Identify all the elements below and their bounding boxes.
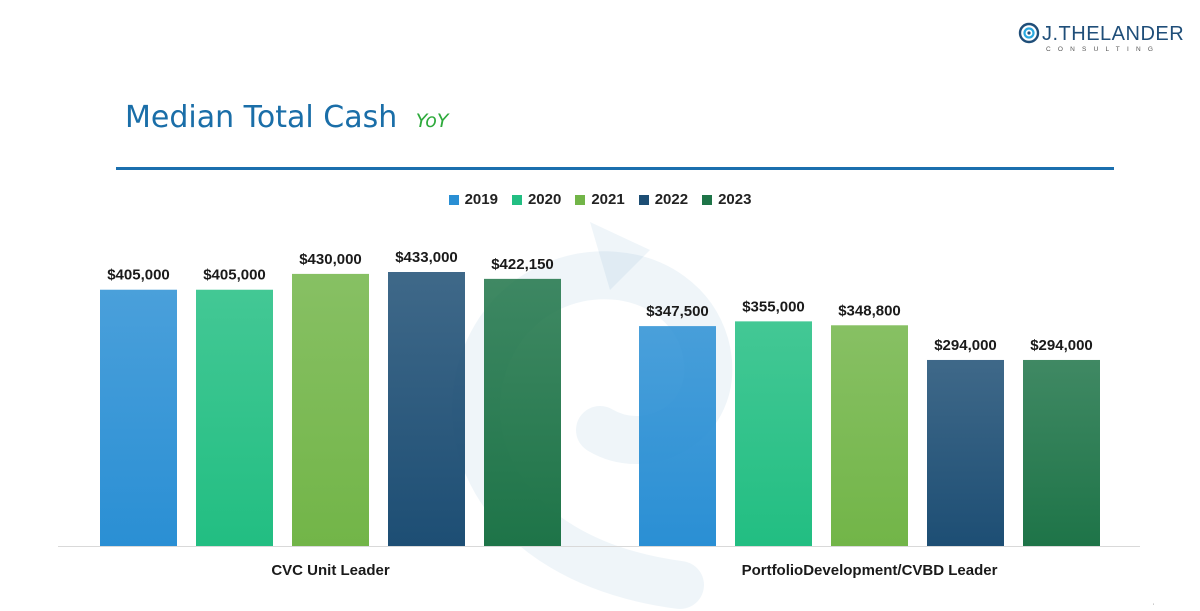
bar-2019-group-1 [100, 289, 177, 546]
legend-item-2023: 2023 [702, 191, 751, 208]
legend-label-2019: 2019 [464, 191, 498, 208]
brand-logo: J.THELANDER CONSULTING [1018, 20, 1184, 56]
data-label-2022-group-1: $433,000 [395, 249, 458, 266]
category-label-2: PortfolioDevelopment/CVBD Leader [742, 562, 998, 579]
legend-label-2022: 2022 [654, 191, 689, 208]
swirl-logo-icon [1018, 22, 1040, 44]
legend-label-2023: 2023 [718, 191, 752, 208]
bar-2020-group-2 [735, 321, 812, 546]
page-marker: ' [1152, 604, 1154, 610]
legend-item-2020: 2020 [511, 191, 562, 208]
data-label-2019-group-2: $347,500 [646, 303, 709, 320]
slide-title: Median Total Cash YoY [125, 100, 448, 135]
data-label-2023-group-2: $294,000 [1030, 337, 1093, 354]
legend-swatch-2021 [575, 194, 586, 205]
data-label-2021-group-2: $348,800 [838, 302, 901, 319]
page-subtitle: YoY [415, 110, 449, 132]
data-label-2019-group-1: $405,000 [107, 267, 170, 284]
bar-2019-group-2 [639, 326, 716, 546]
data-label-2023-group-1: $422,150 [491, 256, 554, 273]
legend-label-2021: 2021 [591, 191, 625, 208]
chart-legend: 2019 2020 2021 2022 2023 [0, 191, 1200, 208]
bar-2023-group-1 [484, 278, 561, 546]
legend-item-2021: 2021 [575, 191, 625, 208]
legend-swatch-2022 [638, 194, 649, 205]
legend-swatch-2023 [702, 194, 713, 205]
data-label-2020-group-1: $405,000 [203, 267, 266, 284]
title-divider [116, 167, 1114, 170]
legend-label-2020: 2020 [527, 191, 562, 208]
brand-name: J.THELANDER [1042, 23, 1185, 45]
bar-2022-group-2 [927, 359, 1004, 546]
legend-item-2022: 2022 [638, 191, 689, 208]
brand-subtitle: CONSULTING [1046, 46, 1161, 53]
page-title: Median Total Cash [125, 100, 398, 135]
data-label-2022-group-2: $294,000 [934, 337, 997, 354]
data-label-2020-group-2: $355,000 [742, 298, 805, 315]
category-label-1: CVC Unit Leader [271, 562, 390, 579]
bar-2023-group-2 [1023, 359, 1100, 546]
bar-2021-group-1 [292, 273, 369, 546]
data-label-2021-group-1: $430,000 [299, 251, 362, 268]
bar-2022-group-1 [388, 272, 465, 546]
legend-swatch-2020 [511, 194, 522, 205]
bar-2020-group-1 [196, 289, 273, 546]
legend-item-2019: 2019 [448, 191, 498, 208]
bar-2021-group-2 [831, 325, 908, 546]
legend-swatch-2019 [448, 194, 459, 205]
